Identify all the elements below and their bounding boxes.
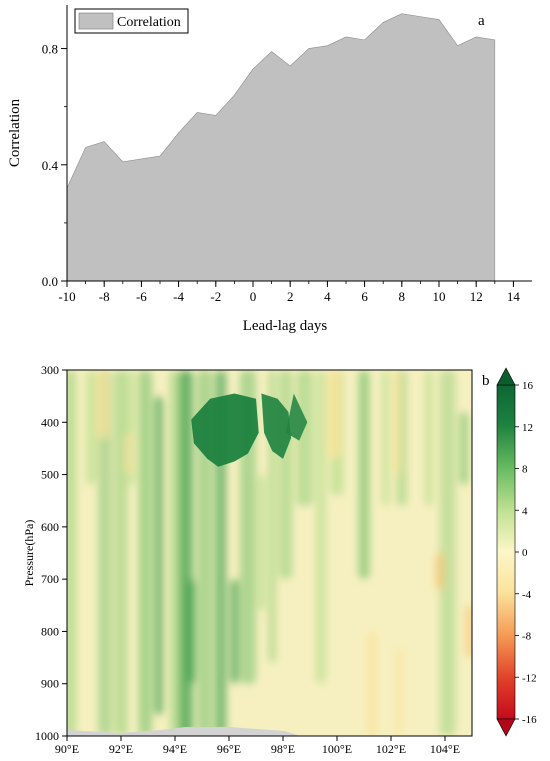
x-tick-label: 102°E [376,742,406,756]
colorbar-tick-label: -4 [522,589,532,601]
colorbar: 16 12 8 4 0 -4 -8 -12 -16 [496,367,537,737]
heatmap-cell [381,370,390,506]
colorbar-tick-label: 16 [522,380,534,392]
panel-b-y-axis-label: Pressure(hPa) [22,520,36,587]
x-tick-label: 12 [470,289,483,304]
x-tick-label: -4 [173,289,184,304]
y-tick-label: 800 [41,624,59,638]
legend-swatch [78,12,114,30]
heatmap-cell [114,370,128,736]
x-tick-label: -8 [99,289,110,304]
panel-a-label: a [478,13,485,29]
y-tick-label: 500 [41,468,59,482]
heatmap-cell [439,370,456,736]
heatmap-cell [138,370,153,736]
y-tick-label: 1000 [35,729,59,743]
correlation-area [66,13,496,282]
heatmap-cell [85,370,97,486]
x-tick-label: 0 [250,289,257,304]
colorbar-tick-label: 4 [522,505,528,517]
x-tick-label: 96°E [217,742,241,756]
x-tick-label: 6 [361,289,368,304]
heatmap-cell [257,474,266,611]
colorbar-bar [496,384,516,720]
x-tick-label: 100°E [322,742,352,756]
x-tick-label: -6 [136,289,147,304]
y-tick-label: 600 [41,520,59,534]
y-axis-label: Correlation [7,98,23,167]
heatmap-cell [392,370,401,475]
colorbar-tick-label: -16 [522,714,537,726]
colorbar-tick-label: 0 [522,547,528,559]
heatmap-cell [125,432,134,475]
colorbar-tick-label: 8 [522,464,528,476]
x-tick-label: 90°E [55,742,79,756]
heatmap-cell [196,370,213,736]
legend: Correlation [74,8,189,34]
x-tick-label: -2 [210,289,221,304]
heatmap-core [191,393,308,467]
heatmap-cell [358,370,370,580]
heatmap-cell [366,631,378,736]
heatmap-cell [465,605,472,658]
heatmap-cell [424,370,433,506]
heatmap-core-region [261,393,292,459]
heatmap-cell [98,370,112,736]
colorbar-ticks: 16 12 8 4 0 -4 -8 -12 -16 [515,380,537,726]
heatmap-cell [327,370,342,459]
heatmap-cell [315,370,327,684]
y-tick-label: 0.8 [42,42,58,57]
y-tick-label: 0.4 [42,158,59,173]
x-tick-label: -10 [58,289,75,304]
heatmap-cell [230,579,239,684]
heatmap-cell [169,370,181,736]
heatmap-cell [296,370,313,506]
colorbar-tick-label: -12 [522,672,537,684]
y-tick-label: 400 [41,415,59,429]
x-tick-label: 98°E [271,742,295,756]
heatmap-cell [154,396,163,716]
heatmap-cell [95,370,109,438]
x-tick-label: 4 [324,289,331,304]
panel-a-area-chart: -10 -8 -6 -4 -2 0 2 4 6 8 10 12 14 0.0 0.4 0.8 Correlat… [7,5,532,334]
heatmap-cell [67,370,77,736]
heatmap-cell [435,553,444,590]
heatmap-fields [67,370,472,736]
panel-a-axes: -10 -8 -6 -4 -2 0 2 4 6 8 10 12 14 0.0 0.4 0.8 [42,5,532,304]
x-tick-label: 104°E [430,742,460,756]
colorbar-bottom-extend [496,718,516,737]
x-tick-label: 2 [287,289,294,304]
y-tick-label: 300 [41,363,59,377]
x-tick-label: 94°E [163,742,187,756]
heatmap-cell [459,411,468,486]
y-tick-label: 700 [41,572,59,586]
x-tick-label: 92°E [109,742,133,756]
y-tick-label: 900 [41,677,59,691]
colorbar-tick-label: 12 [522,422,533,434]
heatmap-core-region [285,393,308,441]
panel-b-frame [66,369,473,737]
x-tick-label: 10 [433,289,446,304]
heatmap-cell [395,647,404,736]
heatmap-cell [187,579,195,684]
heatmap-cell [278,370,293,580]
panel-b-axes: 90°E 92°E 94°E 96°E 98°E 100°E 102°E 104°E 300 40… [35,363,460,756]
x-tick-label: 8 [399,289,406,304]
legend-label: Correlation [117,15,181,30]
terrain-mask [67,727,300,736]
panel-b-label: b [482,373,490,389]
colorbar-top-extend [496,367,516,386]
x-tick-label: 14 [507,289,521,304]
y-tick-label: 0.0 [42,274,58,289]
colorbar-tick-label: -8 [522,631,532,643]
x-axis-label: Lead-lag days [243,318,328,334]
panel-b-heatmap: 90°E 92°E 94°E 96°E 98°E 100°E 102°E 104°E30040… [22,363,537,756]
heatmap-core-region [191,393,259,467]
